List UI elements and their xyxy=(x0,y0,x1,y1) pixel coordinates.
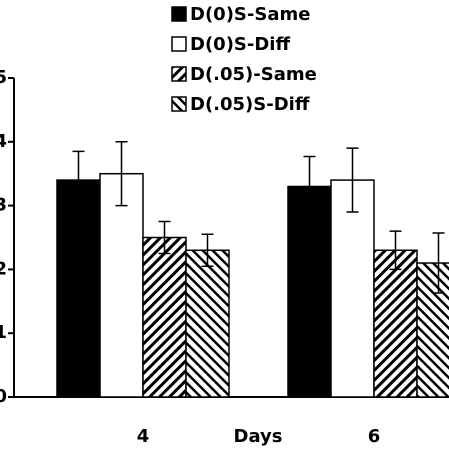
legend-swatch xyxy=(171,66,187,82)
y-tick-label: 1 xyxy=(0,322,7,343)
bar xyxy=(56,179,101,398)
legend-swatch xyxy=(171,6,187,22)
error-bar xyxy=(72,150,85,210)
x-tick-label: 6 xyxy=(368,426,381,447)
legend-label: D(0)S-Diff xyxy=(190,34,290,55)
error-bar xyxy=(115,141,128,207)
bar xyxy=(142,236,187,398)
error-bar xyxy=(158,220,171,255)
x-tick-label: 4 xyxy=(137,426,150,447)
bar xyxy=(330,179,375,398)
x-axis-label: Days xyxy=(234,426,283,447)
bar xyxy=(99,172,144,398)
y-tick-label: 0 xyxy=(0,386,7,407)
bar xyxy=(373,249,418,398)
y-tick-label: 4 xyxy=(0,131,7,152)
error-bar xyxy=(303,155,316,218)
legend-label: D(.05)-Same xyxy=(190,64,317,85)
y-tick-label: 2 xyxy=(0,258,7,279)
error-bar xyxy=(346,147,359,213)
y-tick-label: 5 xyxy=(0,67,7,88)
legend-swatch xyxy=(171,96,187,112)
legend-label: D(.05)S-Diff xyxy=(190,94,310,115)
bar xyxy=(185,249,230,398)
error-bar xyxy=(432,232,445,294)
error-bar xyxy=(201,233,214,267)
bar xyxy=(287,185,332,398)
y-tick-label: 3 xyxy=(0,195,7,216)
bar xyxy=(416,262,449,398)
error-bar xyxy=(389,230,402,271)
legend-label: D(0)S-Same xyxy=(190,4,310,25)
legend-swatch xyxy=(171,36,187,52)
